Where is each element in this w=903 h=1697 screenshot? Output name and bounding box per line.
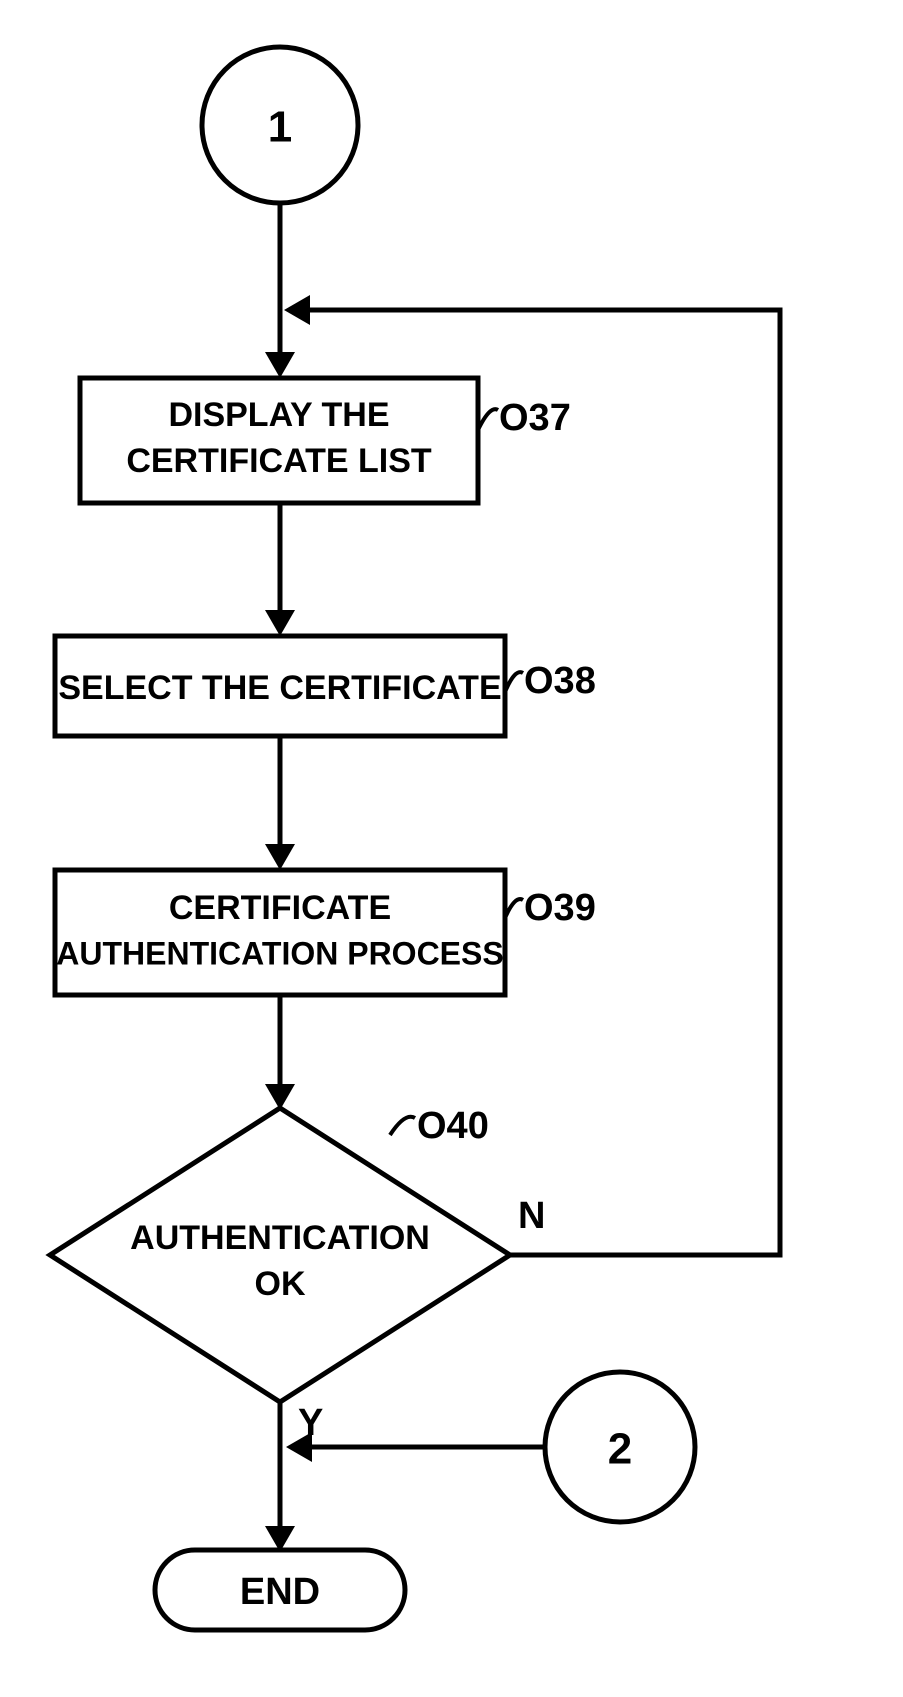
connector-1: 1 — [202, 47, 358, 203]
connector-1-label: 1 — [268, 103, 292, 152]
process-o39: CERTIFICATE AUTHENTICATION PROCESS — [55, 870, 505, 995]
process-o38-line1: SELECT THE CERTIFICATE — [58, 669, 501, 707]
decision-o40-line2: OK — [255, 1265, 306, 1303]
nodes: 1 DISPLAY THE CERTIFICATE LIST O37 SELEC… — [50, 47, 695, 1630]
process-o37-line2: CERTIFICATE LIST — [126, 442, 432, 480]
tag-leaders — [390, 409, 523, 1135]
tag-o39: O39 — [524, 887, 596, 929]
leader-o40 — [390, 1117, 415, 1135]
label-yes: Y — [298, 1402, 323, 1444]
terminator-end: END — [155, 1550, 405, 1630]
leader-o37 — [478, 409, 498, 430]
label-no: N — [518, 1195, 545, 1237]
tag-o38: O38 — [524, 660, 596, 702]
connector-2-label: 2 — [608, 1425, 632, 1474]
arrow-1-o37 — [265, 352, 295, 378]
arrow-o37-o38 — [265, 610, 295, 636]
connector-2: 2 — [545, 1372, 695, 1522]
arrow-o38-o39 — [265, 844, 295, 870]
tag-o37: O37 — [499, 397, 571, 439]
process-o37-line1: DISPLAY THE — [168, 396, 389, 434]
process-o37: DISPLAY THE CERTIFICATE LIST — [80, 378, 478, 503]
arrow-n-loop — [284, 295, 310, 325]
decision-o40: AUTHENTICATION OK — [50, 1108, 510, 1402]
terminator-end-label: END — [240, 1571, 320, 1613]
decision-o40-line1: AUTHENTICATION — [130, 1219, 430, 1257]
process-o38: SELECT THE CERTIFICATE — [55, 636, 505, 736]
tag-o40: O40 — [417, 1105, 489, 1147]
process-o39-line1: CERTIFICATE — [169, 889, 391, 927]
leader-o39 — [505, 899, 523, 918]
leader-o38 — [505, 672, 523, 692]
process-o39-line2: AUTHENTICATION PROCESS — [56, 935, 503, 971]
